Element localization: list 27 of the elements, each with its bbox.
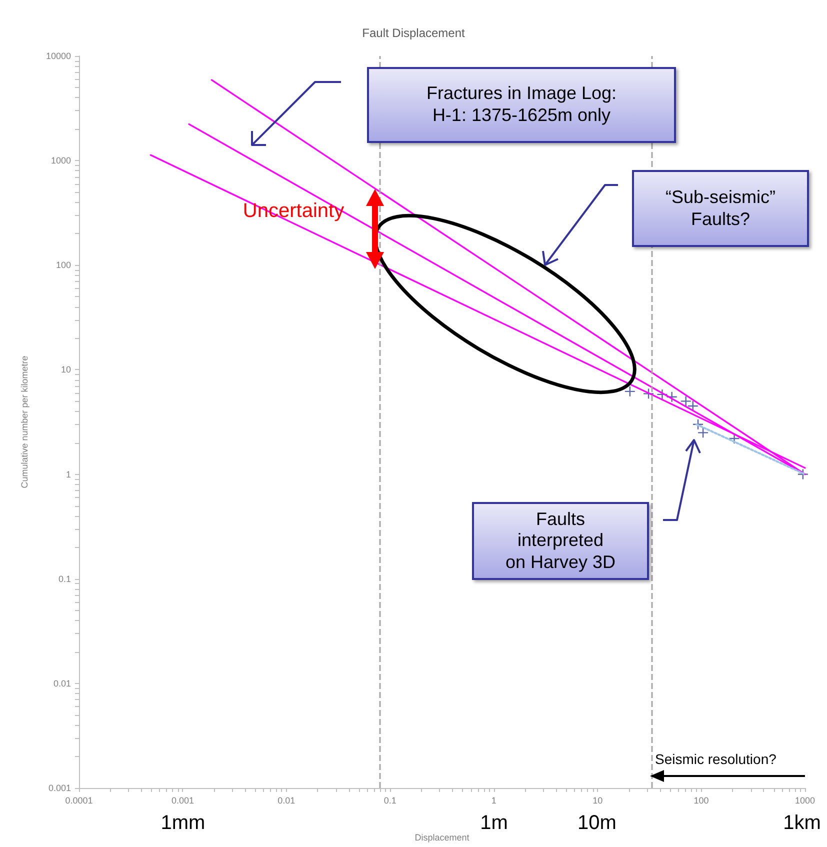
- y-tick-label: 10000: [46, 51, 71, 61]
- annotation: Faults interpreted on Harvey 3D: [505, 508, 616, 574]
- annotation: Seismic resolution?: [655, 750, 776, 768]
- y-tick-label: 1000: [50, 156, 71, 166]
- x-tick-label: 0.001: [171, 796, 194, 806]
- y-tick-label: 1: [66, 469, 71, 480]
- text: 1mm: [160, 811, 206, 835]
- text: 1km: [783, 811, 821, 835]
- x-tick-label: 10: [592, 796, 603, 806]
- x-tick-label: 0.0001: [65, 796, 93, 806]
- x-axis-title: Displacement: [414, 832, 470, 842]
- chart-title: Fault Displacement: [362, 26, 466, 40]
- y-tick-label: 0.001: [48, 783, 71, 793]
- text: 10m: [578, 811, 616, 835]
- y-tick-label: 100: [56, 260, 71, 270]
- x-tick-label: 1000: [794, 796, 816, 806]
- y-axis-title: Cumulative number per kilometre: [20, 356, 30, 488]
- y-tick-label: 0.01: [53, 678, 71, 688]
- text: 1m: [480, 811, 508, 835]
- y-tick-label: 0.1: [58, 574, 71, 584]
- x-tick-label: 0.01: [278, 796, 296, 806]
- x-tick-label: 100: [694, 796, 709, 806]
- x-tick-label: 1: [491, 796, 496, 806]
- annotation: “Sub-seismic” Faults?: [665, 186, 776, 230]
- y-tick-label: 10: [60, 364, 71, 375]
- x-tick-label: 0.1: [384, 796, 396, 806]
- annotation: Fractures in Image Log: H-1: 1375-1625m only: [426, 83, 617, 127]
